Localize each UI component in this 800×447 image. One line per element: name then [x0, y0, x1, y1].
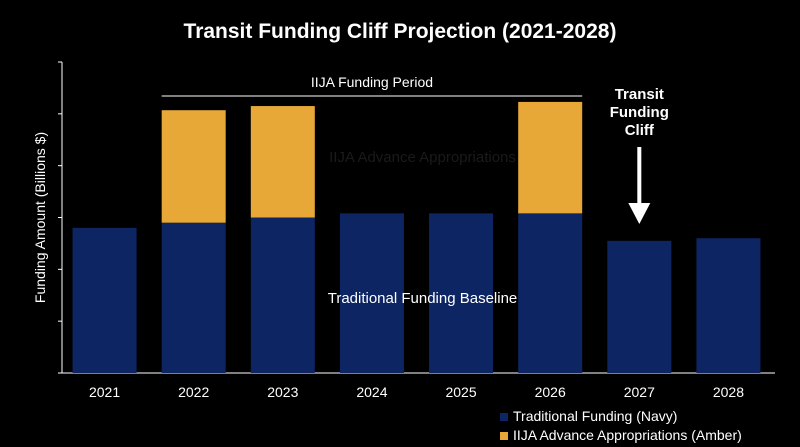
cliff-arrow-head	[628, 203, 651, 224]
bar-traditional-2021	[72, 227, 137, 373]
bar-traditional-2024	[339, 213, 404, 373]
amber-annotation: IIJA Advance Appropriations	[329, 149, 516, 166]
x-tick-label-2025: 2025	[445, 384, 476, 400]
bar-traditional-2023	[250, 217, 315, 373]
bar-traditional-2025	[429, 213, 494, 373]
x-tick-label-2028: 2028	[713, 384, 744, 400]
bar-iija-2023	[250, 106, 315, 218]
cliff-label-line: Cliff	[625, 122, 655, 139]
navy-annotation: Traditional Funding Baseline	[328, 290, 518, 307]
y-axis-label: Funding Amount (Billions $)	[32, 132, 48, 303]
bar-traditional-2026	[518, 213, 583, 373]
x-tick-label-2022: 2022	[178, 384, 209, 400]
x-tick-label-2024: 2024	[356, 384, 387, 400]
bar-traditional-2027	[607, 240, 672, 373]
chart-title: Transit Funding Cliff Projection (2021-2…	[183, 20, 617, 43]
x-tick-label-2026: 2026	[535, 384, 566, 400]
bar-iija-2026	[518, 101, 583, 214]
legend-swatch-amber	[500, 431, 508, 440]
bar-traditional-2028	[696, 238, 761, 373]
bar-traditional-2022	[161, 222, 226, 373]
x-tick-label-2023: 2023	[267, 384, 298, 400]
legend-swatch-navy	[500, 412, 508, 421]
legend: Traditional Funding (Navy) IIJA Advance …	[500, 407, 742, 445]
period-label: IIJA Funding Period	[311, 74, 433, 90]
cliff-label-line: Transit	[615, 86, 664, 103]
legend-item-traditional: Traditional Funding (Navy)	[500, 407, 742, 426]
legend-item-iija: IIJA Advance Appropriations (Amber)	[500, 426, 742, 445]
bar-iija-2022	[161, 110, 226, 223]
x-tick-label-2027: 2027	[624, 384, 655, 400]
legend-label-iija: IIJA Advance Appropriations (Amber)	[513, 427, 742, 443]
cliff-label-line: Funding	[610, 104, 669, 121]
x-tick-label-2021: 2021	[89, 384, 120, 400]
legend-label-traditional: Traditional Funding (Navy)	[513, 408, 678, 424]
